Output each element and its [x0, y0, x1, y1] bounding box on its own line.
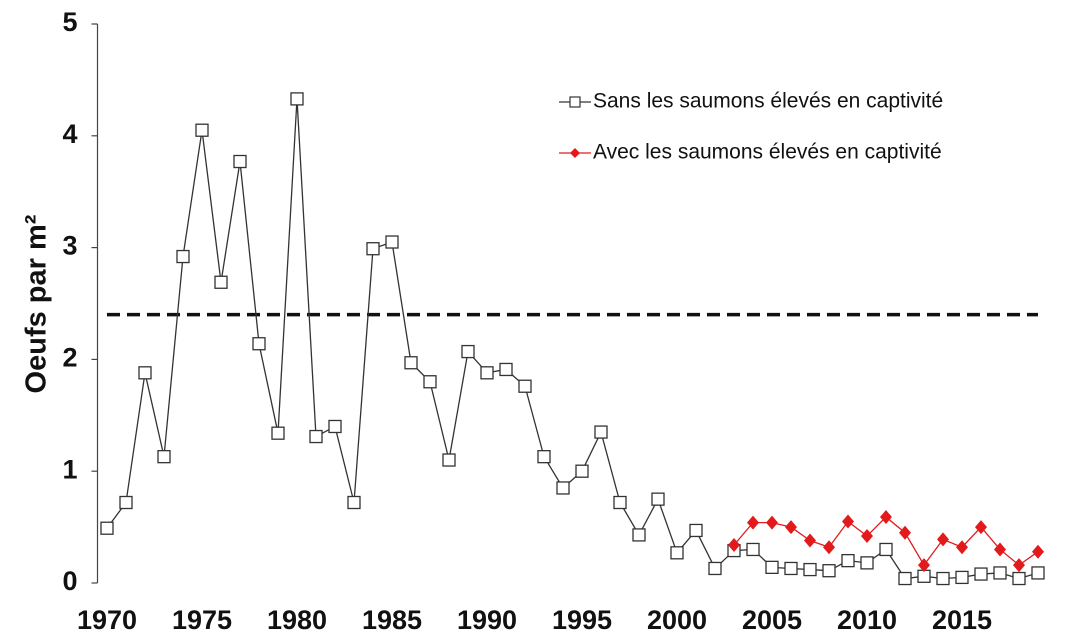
- marker: [518, 379, 532, 393]
- y-tick-label: 3: [62, 231, 77, 261]
- marker: [899, 525, 911, 540]
- marker: [1032, 544, 1044, 559]
- marker: [689, 523, 703, 538]
- marker: [937, 532, 949, 547]
- marker: [766, 515, 778, 530]
- marker: [880, 510, 892, 525]
- marker: [898, 571, 912, 586]
- marker: [404, 356, 418, 370]
- x-tick-label: 1970: [77, 605, 137, 635]
- y-tick-label: 2: [62, 343, 77, 373]
- marker: [651, 492, 665, 506]
- y-axis-label: Oeufs par m²: [21, 214, 53, 393]
- marker: [347, 495, 361, 510]
- marker: [822, 564, 836, 578]
- marker: [823, 540, 835, 555]
- marker: [708, 561, 722, 576]
- marker: [785, 520, 797, 535]
- marker: [233, 154, 247, 169]
- legend-marker: [570, 148, 580, 158]
- marker: [138, 366, 152, 380]
- marker: [309, 429, 323, 444]
- marker: [100, 521, 114, 535]
- x-tick-label: 1985: [362, 605, 422, 635]
- marker: [804, 533, 816, 548]
- x-tick-label: 2000: [647, 605, 707, 635]
- marker: [918, 558, 930, 573]
- legend-marker: [569, 96, 581, 108]
- marker: [974, 567, 988, 581]
- marker: [176, 249, 190, 264]
- marker: [575, 464, 589, 478]
- marker: [271, 426, 285, 440]
- marker: [366, 242, 380, 256]
- marker: [747, 515, 759, 530]
- marker: [936, 571, 950, 586]
- marker: [119, 495, 133, 510]
- marker: [385, 235, 399, 249]
- marker: [728, 537, 740, 552]
- marker: [1012, 571, 1026, 586]
- series-line: [733, 516, 1039, 567]
- marker: [480, 366, 494, 380]
- marker: [765, 560, 779, 574]
- legend-label: Sans les saumons élevés en captivité: [593, 90, 943, 113]
- marker: [975, 520, 987, 535]
- marker: [860, 556, 874, 570]
- legend-label: Avec les saumons élevés en captivité: [593, 141, 942, 164]
- marker: [499, 362, 513, 377]
- marker: [956, 540, 968, 555]
- marker: [861, 529, 873, 544]
- marker: [214, 275, 228, 289]
- marker: [784, 561, 798, 576]
- marker: [994, 542, 1006, 557]
- marker: [842, 514, 854, 529]
- y-tick-label: 4: [62, 119, 77, 149]
- marker: [1031, 566, 1045, 580]
- marker: [955, 570, 969, 585]
- marker: [423, 375, 437, 389]
- marker: [594, 425, 608, 439]
- y-tick-label: 1: [62, 454, 77, 484]
- series-line: [106, 98, 1039, 580]
- marker: [461, 344, 475, 359]
- marker: [1013, 558, 1025, 573]
- marker: [537, 450, 551, 464]
- marker: [746, 542, 760, 557]
- marker: [252, 337, 266, 351]
- x-tick-label: 1975: [172, 605, 232, 635]
- y-tick-label: 0: [62, 566, 77, 596]
- x-tick-label: 2005: [742, 605, 802, 635]
- marker: [157, 450, 171, 464]
- x-tick-label: 2010: [837, 605, 897, 635]
- marker: [290, 92, 304, 106]
- marker: [670, 546, 684, 560]
- marker: [993, 566, 1007, 580]
- x-tick-label: 1980: [267, 605, 327, 635]
- marker: [803, 562, 817, 577]
- marker: [556, 481, 570, 495]
- marker: [442, 453, 456, 467]
- marker: [328, 419, 342, 434]
- marker: [841, 553, 855, 568]
- y-tick-label: 5: [62, 7, 77, 37]
- x-tick-label: 1995: [552, 605, 612, 635]
- marker: [613, 495, 627, 510]
- marker: [195, 123, 209, 137]
- marker: [879, 542, 893, 557]
- x-tick-label: 2015: [932, 605, 992, 635]
- marker: [632, 528, 646, 542]
- x-tick-label: 1990: [457, 605, 517, 635]
